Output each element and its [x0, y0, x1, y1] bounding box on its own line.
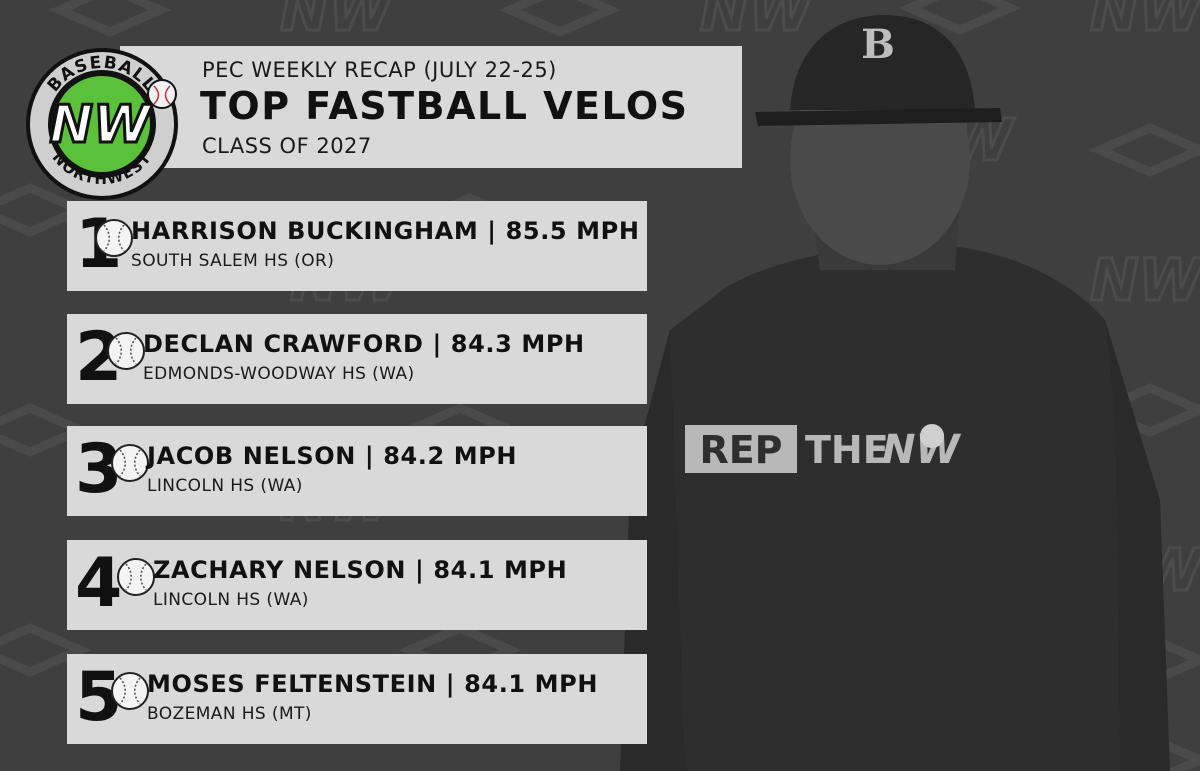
header-subtitle: PEC WEEKLY RECAP (JULY 22-25) — [202, 58, 557, 82]
baseball-icon — [117, 558, 155, 596]
cap-letter: B — [861, 21, 895, 68]
player-name: ZACHARY NELSON | 84.1 MPH — [153, 556, 568, 584]
logo-mark: NW — [50, 95, 154, 155]
baseball-icon — [111, 444, 149, 482]
baseball-icon — [107, 332, 145, 370]
shirt-text-the: THE — [805, 428, 889, 472]
baseball-icon — [111, 672, 149, 710]
player-name: JACOB NELSON | 84.2 MPH — [147, 442, 518, 470]
baseball-icon — [95, 219, 133, 257]
player-school: EDMONDS-WOODWAY HS (WA) — [143, 364, 415, 384]
header-title: TOP FASTBALL VELOS — [200, 84, 689, 128]
rank-number: 4 — [75, 544, 122, 623]
player-school: LINCOLN HS (WA) — [147, 476, 303, 496]
player-school: BOZEMAN HS (MT) — [147, 704, 312, 724]
player-photo: B REP THE NW — [620, 15, 1170, 771]
logo-green-disc — [54, 76, 150, 172]
ranking-card-5: 5 MOSES FELTENSTEIN | 84.1 MPH BOZEMAN HS … — [67, 654, 647, 744]
player-name: HARRISON BUCKINGHAM | 85.5 MPH — [131, 217, 640, 245]
player-school: LINCOLN HS (WA) — [153, 590, 309, 610]
player-school: SOUTH SALEM HS (OR) — [131, 251, 335, 271]
player-name: MOSES FELTENSTEIN | 84.1 MPH — [147, 670, 599, 698]
shirt-text-rep: REP — [699, 428, 782, 472]
ranking-card-3: 3 JACOB NELSON | 84.2 MPH LINCOLN HS (WA) — [67, 426, 647, 516]
player-name: DECLAN CRAWFORD | 84.3 MPH — [143, 330, 585, 358]
header-class: CLASS OF 2027 — [202, 134, 372, 158]
header-panel: PEC WEEKLY RECAP (JULY 22-25) TOP FASTBA… — [120, 46, 742, 168]
baseball-northwest-logo: BASEBALL NORTHWEST NW — [26, 48, 178, 200]
shirt-print: REP THE NW — [685, 424, 961, 473]
ranking-card-4: 4 ZACHARY NELSON | 84.1 MPH LINCOLN HS (WA… — [67, 540, 647, 630]
ranking-card-2: 2 DECLAN CRAWFORD | 84.3 MPH EDMONDS-WOODW… — [67, 314, 647, 404]
